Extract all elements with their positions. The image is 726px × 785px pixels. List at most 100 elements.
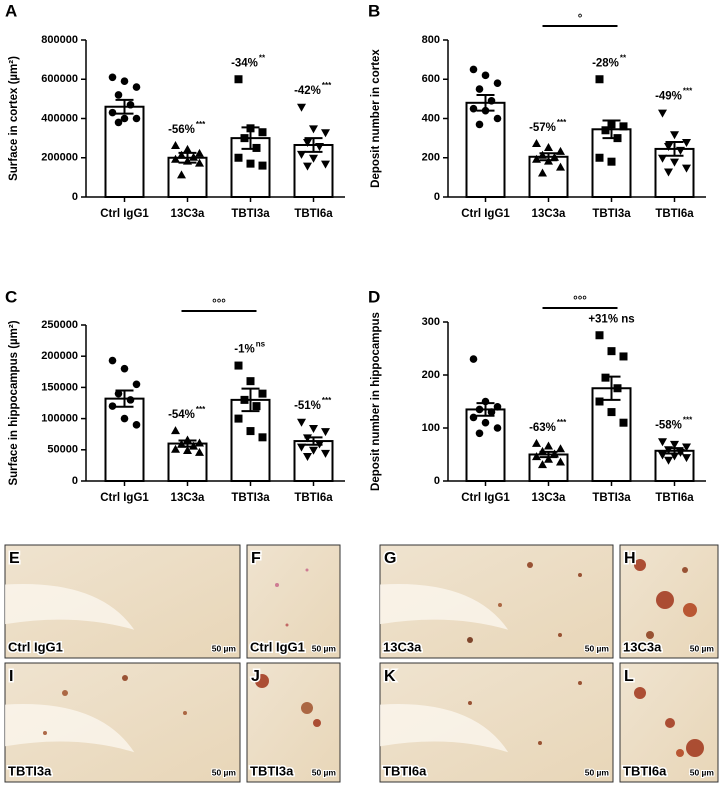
data-point xyxy=(114,91,123,99)
panel: D Deposit number in hippocampus 0 100 200 300… xyxy=(368,287,706,504)
data-point xyxy=(183,156,192,165)
data-point xyxy=(595,75,604,84)
scale-label: 50 µm xyxy=(212,767,237,777)
data-point xyxy=(670,440,679,449)
data-point xyxy=(303,139,312,148)
micrograph-label: TBTI3a xyxy=(250,763,294,778)
x-tick-label: 13C3a xyxy=(532,208,566,220)
tissue-region xyxy=(380,704,509,753)
micrograph-label: Ctrl IgG1 xyxy=(8,639,63,654)
data-point xyxy=(297,418,306,427)
micrograph: L TBTI6a 50 µm xyxy=(619,662,719,783)
data-point xyxy=(595,397,604,406)
data-point xyxy=(532,452,541,461)
micrograph: G 13C3a 50 µm xyxy=(379,544,614,659)
annotation: -63% xyxy=(529,422,556,434)
data-point xyxy=(177,439,186,448)
plaque xyxy=(558,633,562,637)
plaque xyxy=(468,701,472,705)
data-point xyxy=(658,451,667,460)
data-point xyxy=(120,77,129,86)
data-point xyxy=(126,396,135,404)
significance-label: ° xyxy=(578,13,583,25)
data-point xyxy=(481,418,490,427)
y-tick-label: 800000 xyxy=(41,34,78,46)
micrograph-letter: E xyxy=(9,550,20,567)
scale-label: 50 µm xyxy=(212,643,237,653)
annotation-significance: ** xyxy=(259,53,266,62)
annotation: -49% xyxy=(655,91,682,103)
x-tick-label: Ctrl IgG1 xyxy=(100,492,149,504)
y-tick-label: 300 xyxy=(422,316,440,328)
annotation-significance: *** xyxy=(557,418,567,427)
data-point xyxy=(532,139,541,148)
micrograph-letter: I xyxy=(9,668,13,685)
data-point xyxy=(475,120,484,129)
data-point xyxy=(676,146,685,155)
data-point xyxy=(682,443,691,452)
scale-label: 50 µm xyxy=(690,767,715,777)
data-point xyxy=(315,440,324,449)
plaque xyxy=(656,591,674,609)
data-point xyxy=(556,162,565,171)
micrograph-label: TBTI6a xyxy=(383,763,427,778)
data-point xyxy=(607,347,616,356)
data-point xyxy=(258,161,267,170)
data-point xyxy=(601,373,610,382)
data-point xyxy=(177,150,186,159)
data-point xyxy=(493,79,502,87)
data-point xyxy=(538,168,547,177)
plaque xyxy=(578,681,582,685)
micrograph-letter: H xyxy=(624,550,636,567)
micrograph-letter: K xyxy=(384,668,396,685)
micrograph-letter: L xyxy=(624,668,634,685)
data-point xyxy=(607,157,616,166)
plaque xyxy=(646,631,654,639)
micrograph: I TBTI3a 50 µm xyxy=(4,662,241,783)
scale-label: 50 µm xyxy=(690,643,715,653)
annotation: -56% xyxy=(168,124,195,136)
plaque xyxy=(122,675,128,681)
data-point xyxy=(676,448,685,457)
y-tick-label: 250000 xyxy=(41,319,78,331)
data-point xyxy=(321,428,330,437)
micrograph: K TBTI6a 50 µm xyxy=(379,662,614,783)
data-point xyxy=(303,453,312,462)
data-point xyxy=(544,156,553,165)
y-tick-label: 100 xyxy=(422,422,440,434)
error-bar xyxy=(115,98,134,115)
annotation-significance: ** xyxy=(620,53,627,62)
data-point xyxy=(195,447,204,456)
annotation: -28% xyxy=(592,57,619,69)
plaque xyxy=(285,623,289,627)
data-point xyxy=(234,361,243,370)
data-point xyxy=(538,150,547,159)
data-point xyxy=(258,128,267,137)
data-point xyxy=(664,168,673,177)
micrograph-label: 13C3a xyxy=(383,639,422,654)
data-point xyxy=(234,153,243,162)
y-tick-label: 400 xyxy=(422,112,440,124)
x-tick-label: TBTI3a xyxy=(231,492,270,504)
data-point xyxy=(252,143,261,152)
data-point xyxy=(481,106,490,115)
data-point xyxy=(240,395,249,404)
micrograph-label: TBTI3a xyxy=(8,763,52,778)
panel: B Deposit number in cortex 0 200 400 600 800 Ct… xyxy=(368,1,706,220)
micrographs: E Ctrl IgG1 50 µm F Ctrl IgG1 50 µm G 13C3a 50 µ… xyxy=(4,544,719,783)
plaque xyxy=(634,559,646,571)
data-point xyxy=(120,114,129,123)
data-point xyxy=(240,134,249,143)
data-point xyxy=(108,73,117,82)
data-point xyxy=(469,104,478,113)
data-point xyxy=(309,125,318,134)
data-point xyxy=(607,120,616,129)
panel: C Surface in hippocampus (µm²) 0 50000 10000… xyxy=(5,287,345,504)
data-point xyxy=(481,71,490,80)
significance-label: °°° xyxy=(212,298,226,310)
annotation-significance: *** xyxy=(683,87,693,96)
significance-label: °°° xyxy=(573,295,587,307)
panel-letter: B xyxy=(368,1,380,20)
